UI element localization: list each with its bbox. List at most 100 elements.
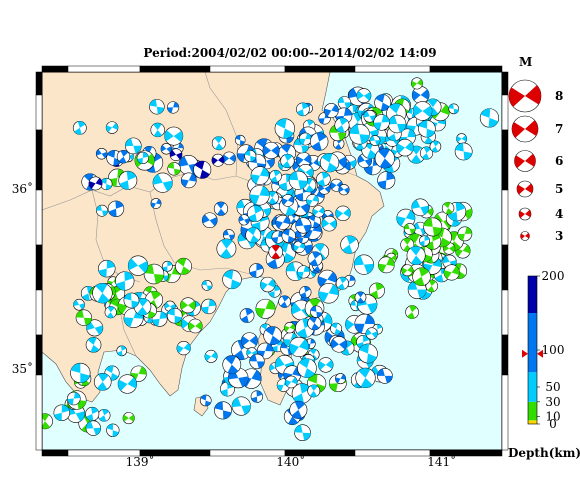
earthquake-marker [247, 205, 264, 222]
earthquake-marker [374, 148, 395, 169]
lat-tick-label: 36˚ [12, 181, 33, 196]
depth-scale-title: Depth(km) [508, 446, 580, 460]
earthquake-marker [75, 309, 93, 326]
earthquake-marker [231, 396, 251, 416]
earthquake-marker [93, 373, 112, 391]
earthquake-marker [98, 259, 116, 278]
earthquake-marker [298, 132, 312, 146]
earthquake-marker [85, 420, 102, 436]
earthquake-marker [164, 126, 184, 146]
earthquake-marker [53, 404, 71, 422]
earthquake-marker [106, 423, 120, 437]
earthquake-marker [377, 368, 393, 384]
earthquake-marker [222, 269, 242, 290]
earthquake-marker [330, 322, 343, 335]
depth-tick-label: 30 [545, 395, 560, 409]
earthquake-marker [204, 349, 218, 363]
earthquake-marker [107, 200, 125, 217]
earthquake-marker [104, 306, 117, 319]
earthquake-marker [295, 217, 312, 234]
earthquake-marker [95, 147, 108, 160]
earthquake-marker [150, 198, 162, 209]
earthquake-marker [117, 374, 138, 394]
earthquake-marker [263, 326, 283, 346]
chart-title: Period:2004/02/02 00:00--2014/02/02 14:0… [143, 46, 437, 60]
earthquake-marker [377, 256, 395, 274]
earthquake-marker [419, 235, 431, 247]
earthquake-marker [222, 229, 235, 241]
earthquake-marker [240, 332, 258, 350]
earthquake-marker [262, 141, 280, 160]
earthquake-marker [334, 117, 350, 133]
earthquake-marker [425, 279, 438, 293]
earthquake-marker [249, 185, 270, 206]
earthquake-marker [401, 264, 414, 277]
magnitude-legend-label: 5 [555, 182, 563, 196]
earthquake-marker [281, 228, 296, 244]
earthquake-marker [310, 305, 323, 318]
earthquake-marker [349, 123, 370, 145]
earthquake-marker [127, 255, 149, 276]
earthquake-marker [199, 394, 212, 407]
earthquake-marker [309, 132, 329, 151]
earthquake-marker [115, 271, 135, 291]
earthquake-marker [175, 257, 192, 275]
map-frame [35, 65, 509, 457]
earthquake-marker [161, 260, 173, 272]
earthquake-marker [269, 169, 282, 183]
earthquake-marker [281, 194, 295, 207]
earthquake-marker [256, 342, 274, 360]
earthquake-marker [411, 86, 430, 104]
magnitude-legend-label: 6 [555, 154, 563, 168]
earthquake-marker [284, 322, 296, 334]
earthquake-marker [86, 319, 104, 337]
highlight-earthquake [268, 244, 284, 260]
earthquake-marker [403, 223, 416, 235]
depth-tick-label: 100 [542, 343, 565, 357]
earthquake-markers [42, 77, 500, 442]
earthquake-marker [338, 184, 350, 196]
earthquake-marker [97, 408, 111, 422]
earthquake-marker [369, 135, 381, 146]
earthquake-marker [122, 412, 135, 425]
earthquake-marker [335, 276, 349, 290]
earthquake-marker [307, 316, 322, 331]
earthquake-marker [332, 138, 345, 150]
earthquake-marker [312, 205, 325, 218]
earthquake-marker [260, 276, 276, 293]
highlight-earthquake-marker [268, 244, 284, 260]
earthquake-marker [213, 201, 229, 216]
lon-tick-label: 139˚ [126, 454, 155, 469]
earthquake-marker [307, 384, 321, 398]
depth-scale-band [528, 372, 537, 402]
map-body [42, 72, 502, 450]
magnitude-legend: M 8 7 6 5 4 3 [508, 55, 563, 243]
earthquake-marker [72, 121, 87, 135]
magnitude-legend-symbol [516, 180, 534, 198]
earthquake-marker [368, 282, 385, 299]
earthquake-marker [234, 134, 246, 146]
earthquake-marker [441, 201, 455, 215]
earthquake-marker [245, 227, 262, 244]
earthquake-marker [423, 217, 443, 237]
earthquake-marker [70, 362, 91, 384]
earthquake-marker [355, 367, 376, 389]
earthquake-marker [216, 238, 237, 259]
earthquake-marker [353, 254, 374, 275]
earthquake-marker [293, 240, 306, 253]
earthquake-marker [405, 305, 419, 319]
earthquake-marker [356, 88, 372, 104]
earthquake-marker [297, 265, 311, 279]
earthquake-marker [201, 279, 213, 291]
depth-scale-band [528, 276, 537, 313]
earthquake-marker [222, 151, 236, 166]
earthquake-marker [193, 160, 212, 179]
earthquake-marker [454, 142, 473, 161]
earthquake-marker [255, 298, 276, 319]
earthquake-marker [249, 353, 265, 370]
earthquake-marker [136, 151, 149, 164]
earthquake-marker [271, 230, 285, 244]
depth-tick-label: 50 [545, 380, 560, 394]
earthquake-marker [318, 282, 339, 304]
earthquake-marker [151, 310, 168, 327]
